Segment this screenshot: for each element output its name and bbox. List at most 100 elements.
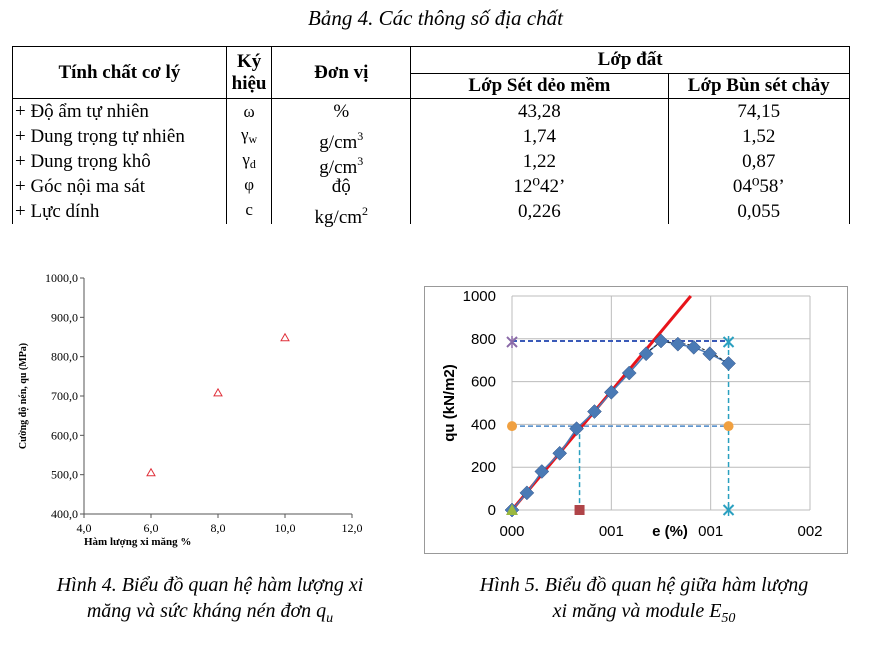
y-tick-label: 0: [488, 502, 496, 519]
x-axis-label: Hàm lượng xi măng %: [84, 536, 191, 548]
x-tick-label: 4,0: [77, 521, 92, 535]
property-cell: + Độ ẩm tự nhiên: [15, 101, 149, 122]
origin-marker: [506, 504, 518, 515]
chart-frame: [424, 286, 848, 554]
data-point: [519, 485, 535, 501]
data-point: [146, 467, 156, 477]
data-point: [552, 445, 568, 461]
header-layer1: Lớp Sét dẻo mềm: [410, 73, 669, 99]
unit-cell: kg/cm2: [314, 204, 369, 228]
layer2-value-cell: 0,87: [742, 151, 776, 172]
header-unit: Đơn vị: [271, 46, 412, 99]
x-tick-label: 10,0: [275, 521, 296, 535]
layer2-value-cell: 74,15: [737, 101, 781, 122]
figure5-caption-line1: Hình 5. Biểu đồ quan hệ giữa hàm lượng: [479, 574, 809, 596]
figure4-caption-line2-text: măng và sức kháng nén đơn q: [86, 600, 327, 622]
unit-superscript: 2: [362, 204, 369, 218]
y-tick-label: 900,0: [51, 310, 78, 324]
data-point: [686, 340, 702, 355]
data-point: [653, 333, 669, 349]
data-point: [587, 404, 602, 419]
x-tick-label: 002: [797, 523, 822, 540]
q50-end-marker: [723, 421, 734, 432]
e50-marker: [574, 505, 585, 515]
data-point: [638, 346, 654, 362]
y-tick-label: 400,0: [51, 507, 78, 521]
figure4-caption: Hình 4. Biểu đồ quan hệ hàm lượng xi măn…: [20, 572, 400, 632]
qu-strain-chart: 0 200 400 600 800 1000 000 001 001 002 e (%) qu (kN…: [424, 286, 848, 554]
x-tick-label: 8,0: [211, 521, 226, 535]
data-point: [534, 464, 550, 479]
y-tick-label: 1000,0: [45, 271, 78, 285]
y-axis-label: qu (kN/m2): [441, 364, 458, 442]
symbol-cell: c: [245, 199, 253, 219]
data-point: [213, 387, 223, 397]
symbol-cell: γw: [241, 124, 258, 146]
layer1-values-column: 43,28 1,74 1,22 12⁰42’ 0,226: [410, 98, 669, 224]
layer2-value-cell: 04⁰58’: [732, 176, 785, 197]
table-caption: Bảng 4. Các thông số địa chất: [308, 6, 563, 30]
layer2-values-column: 74,15 1,52 0,87 04⁰58’ 0,055: [667, 98, 851, 224]
unit-superscript: 3: [357, 129, 364, 143]
layer1-value-cell: 1,74: [522, 126, 557, 147]
property-column: + Độ ẩm tự nhiên + Dung trọng tự nhiên + D…: [12, 98, 227, 224]
symbol-subscript: d: [249, 156, 256, 171]
y-tick-label: 400: [471, 416, 496, 433]
layer1-value-cell: 1,22: [522, 151, 557, 172]
header-layer-group: Lớp đất: [410, 46, 850, 74]
symbol-cell: ω: [243, 101, 255, 121]
data-point: [603, 384, 619, 400]
symbol-subscript: w: [248, 131, 258, 146]
y-tick-label: 200: [471, 459, 496, 476]
figure5-caption-sub: 50: [721, 611, 736, 626]
layer2-value-cell: 0,055: [737, 201, 781, 222]
cement-strength-scatter-chart: 400,0 500,0 600,0 700,0 800,0 900,0 1000,0 4,0 6…: [18, 271, 363, 548]
header-symbol: Ký hiệu: [225, 46, 273, 99]
unit-cell: %: [333, 101, 350, 122]
data-point: [569, 421, 584, 437]
data-point: [721, 356, 736, 371]
layer1-value-cell: 43,28: [518, 101, 561, 122]
figure5-caption-line2: xi măng và module E50: [438, 598, 850, 632]
figure5-caption-line2-text: xi măng và module E: [552, 600, 722, 622]
unit-cell: độ: [331, 176, 351, 197]
x-tick-label: 001: [599, 523, 624, 540]
header-layer2: Lớp Bùn sét chảy: [667, 73, 851, 99]
x-tick-label: 000: [499, 523, 524, 540]
data-point: [670, 336, 686, 352]
unit-superscript: 3: [357, 154, 364, 168]
y-tick-label: 1000: [463, 288, 496, 305]
unit-cell: g/cm3: [319, 129, 364, 153]
symbol-cell: γd: [242, 149, 256, 171]
q50-marker: [507, 421, 517, 432]
figure4-caption-sub: u: [326, 611, 334, 626]
header-property: Tính chất cơ lý: [12, 46, 227, 99]
unit-column: % g/cm3 g/cm3 độ kg/cm2: [271, 98, 412, 228]
y-tick-label: 800,0: [51, 350, 78, 364]
figure4-caption-line2: măng và sức kháng nén đơn qu: [20, 598, 400, 632]
y-axis-label: Cường độ nén, qu (MPa): [18, 343, 29, 449]
x-axis-label: e (%): [652, 523, 688, 540]
data-point: [702, 346, 718, 362]
y-tick-label: 500,0: [51, 468, 78, 482]
x-tick-label: 001: [698, 523, 723, 540]
property-cell: + Dung trọng tự nhiên: [15, 126, 185, 147]
data-point: [621, 365, 637, 381]
y-tick-label: 600,0: [51, 428, 78, 442]
property-cell: + Dung trọng khô: [15, 151, 151, 172]
layer1-value-cell: 0,226: [518, 201, 561, 222]
symbol-cell: φ: [244, 174, 254, 194]
symbol-column: ω γw γd φ c: [225, 98, 273, 224]
y-tick-label: 600: [471, 374, 496, 391]
header-symbol-line1: Ký: [236, 50, 262, 72]
figure4-caption-line1: Hình 4. Biểu đồ quan hệ hàm lượng xi: [56, 574, 364, 596]
layer2-value-cell: 1,52: [742, 126, 776, 147]
figure5-caption: Hình 5. Biểu đồ quan hệ giữa hàm lượng x…: [438, 572, 850, 632]
header-symbol-line2: hiệu: [231, 72, 267, 94]
geology-parameters-table: Tính chất cơ lý Ký hiệu Đơn vị Lớp đất L…: [12, 46, 851, 228]
y-tick-label: 700,0: [51, 389, 78, 403]
layer1-value-cell: 12⁰42’: [513, 176, 566, 197]
unit-cell: g/cm3: [319, 154, 364, 178]
y-tick-label: 800: [471, 331, 496, 348]
x-tick-label: 12,0: [342, 521, 363, 535]
